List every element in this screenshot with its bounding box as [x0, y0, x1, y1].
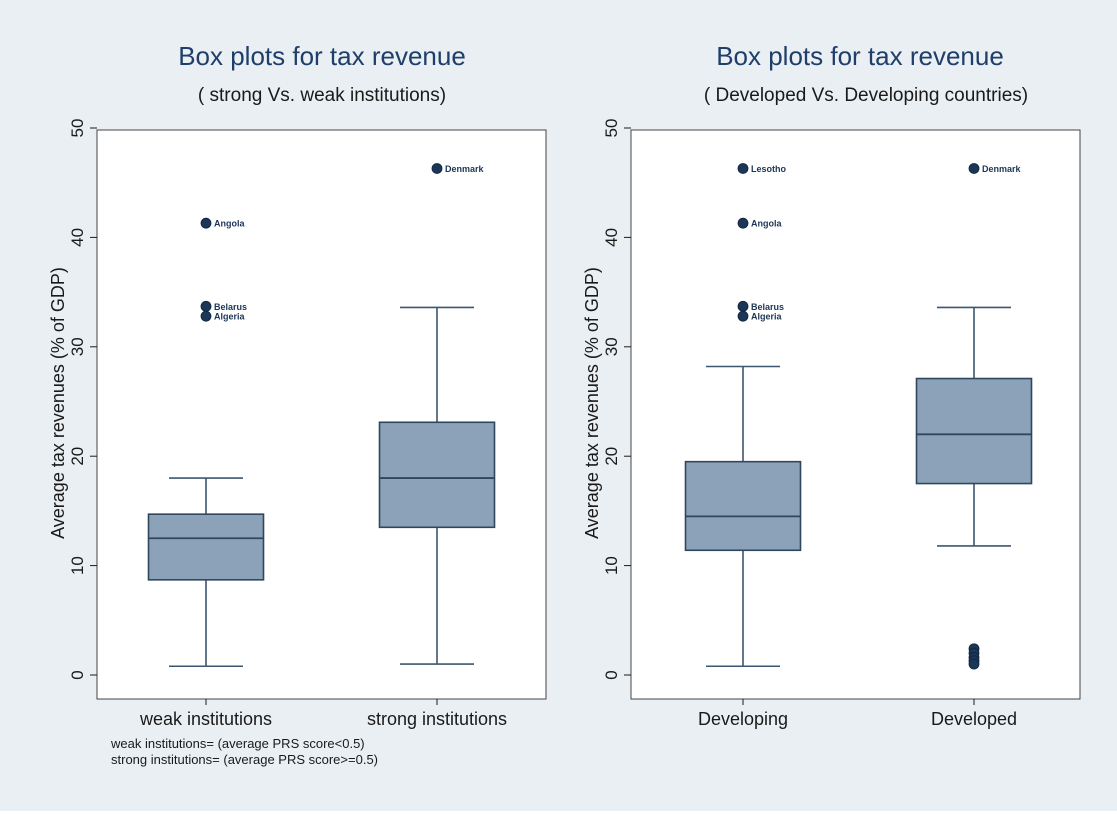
outlier-label: Denmark — [445, 164, 485, 174]
outlier-point — [737, 300, 749, 312]
box-body — [378, 421, 496, 529]
left-y-tick-label: 40 — [68, 228, 87, 247]
left-y-tick-label: 0 — [68, 670, 87, 679]
left-panel: Box plots for tax revenue ( strong Vs. w… — [48, 41, 547, 767]
left-chart-subtitle: ( strong Vs. weak institutions) — [198, 85, 446, 106]
outlier-label: Belarus — [214, 302, 247, 312]
box-body — [147, 513, 265, 581]
left-x-tick-label-1: strong institutions — [367, 709, 507, 729]
outlier-label: Belarus — [751, 302, 784, 312]
right-chart-title: Box plots for tax revenue — [716, 41, 1004, 71]
outlier-point — [737, 310, 749, 322]
box-body — [915, 377, 1033, 485]
outlier-point — [737, 217, 749, 229]
left-chart-title: Box plots for tax revenue — [178, 41, 466, 71]
right-y-tick-label: 10 — [602, 556, 621, 575]
outlier-label: Denmark — [982, 164, 1022, 174]
outlier-point — [968, 658, 980, 670]
right-y-tick-label: 50 — [602, 119, 621, 138]
outlier-point — [737, 163, 749, 174]
right-y-tick-label: 40 — [602, 228, 621, 247]
right-box-1: Denmark — [915, 163, 1033, 670]
right-y-tick-label: 30 — [602, 337, 621, 356]
left-y-axis-label: Average tax revenues (% of GDP) — [48, 267, 68, 539]
outlier-point — [431, 163, 443, 174]
outlier-point — [200, 300, 212, 312]
outlier-label: Angola — [214, 219, 245, 229]
left-note-1: weak institutions= (average PRS score<0.… — [110, 736, 365, 751]
left-note-2: strong institutions= (average PRS score>… — [111, 752, 378, 767]
box-body — [684, 460, 802, 552]
right-panel: Box plots for tax revenue ( Developed Vs… — [582, 41, 1081, 729]
outlier-point — [200, 217, 212, 229]
outlier-point — [968, 163, 980, 174]
outlier-label: Lesotho — [751, 164, 787, 174]
outlier-point — [200, 310, 212, 322]
right-y-tick-label: 20 — [602, 447, 621, 466]
left-y-tick-label: 20 — [68, 447, 87, 466]
left-box-1: Denmark — [378, 163, 496, 665]
right-chart-subtitle: ( Developed Vs. Developing countries) — [704, 85, 1028, 106]
left-y-tick-label: 30 — [68, 337, 87, 356]
right-x-tick-label-0: Developing — [698, 709, 788, 729]
outlier-label: Algeria — [214, 312, 246, 322]
outlier-label: Algeria — [751, 312, 783, 322]
left-x-tick-label-0: weak institutions — [139, 709, 272, 729]
left-plot-frame — [96, 129, 547, 700]
right-y-axis-label: Average tax revenues (% of GDP) — [582, 267, 602, 539]
right-x-tick-label-1: Developed — [931, 709, 1017, 729]
left-y-tick-label: 10 — [68, 556, 87, 575]
right-y-tick-label: 0 — [602, 670, 621, 679]
outlier-label: Angola — [751, 219, 782, 229]
left-y-tick-label: 50 — [68, 119, 87, 138]
